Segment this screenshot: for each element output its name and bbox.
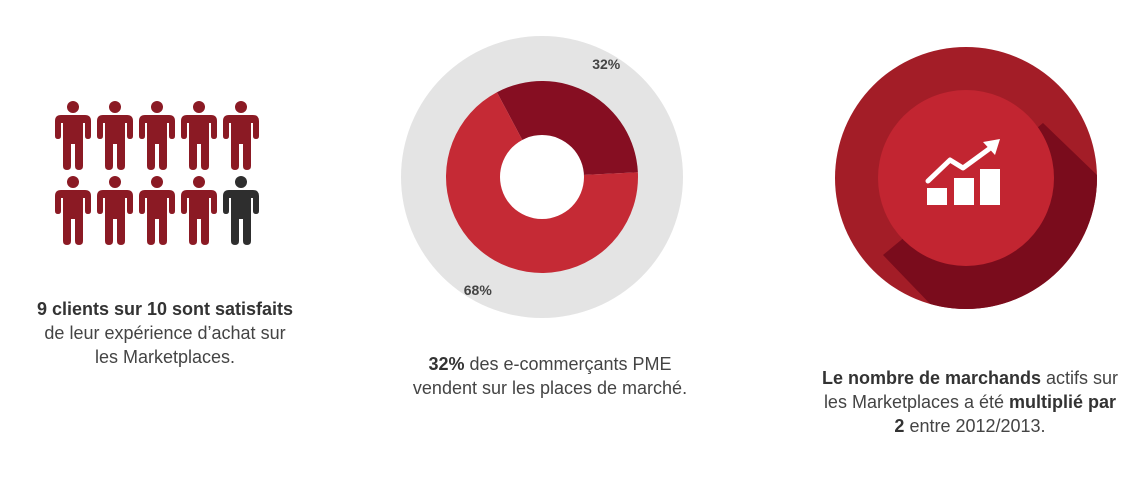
growth-caption: Le nombre de marchands actifs sur les Ma…: [820, 366, 1120, 438]
person-icon-satisfied: [220, 100, 262, 175]
person-icon-satisfied: [178, 175, 220, 250]
growth-caption-bold-1: Le nombre de marchands: [821, 368, 1042, 388]
satisfaction-caption-bold: 9 clients sur 10 sont satisfaits: [36, 299, 294, 319]
donut-slice-label-2: 68%: [464, 282, 493, 298]
donut-caption: 32% des e-commerçants PME vendent sur le…: [410, 352, 690, 400]
satisfaction-panel: 9 clients sur 10 sont satisfaits de leur…: [0, 0, 330, 503]
donut-caption-rest: des e-commerçants PME vendent sur les pl…: [412, 354, 688, 398]
growth-chart-icon: [925, 139, 1000, 205]
person-icon-satisfied: [136, 100, 178, 175]
donut-panel: 32% 68% 32% des e-commerçants PME vendent…: [360, 0, 760, 503]
person-icon-satisfied: [52, 175, 94, 250]
satisfaction-caption-rest: de leur expérience d’achat sur les Marke…: [44, 323, 286, 367]
growth-panel: Le nombre de marchands actifs sur les Ma…: [800, 0, 1137, 503]
person-icon-satisfied: [94, 100, 136, 175]
satisfaction-caption: 9 clients sur 10 sont satisfaits de leur…: [35, 297, 295, 369]
person-icon-satisfied: [52, 100, 94, 175]
people-pictogram: [52, 100, 262, 250]
person-icon-unsatisfied: [220, 175, 262, 250]
donut-caption-bold: 32%: [428, 354, 465, 374]
person-icon-satisfied: [178, 100, 220, 175]
donut-labels: 32% 68%: [464, 56, 621, 298]
donut-chart: 32% 68%: [401, 36, 683, 318]
growth-caption-bold-2: multiplié par 2: [894, 392, 1117, 436]
person-icon-satisfied: [136, 175, 178, 250]
donut-hole: [500, 135, 584, 219]
growth-badge: [835, 47, 1097, 309]
growth-caption-mid: actifs sur les Marketplaces a été: [823, 368, 1119, 412]
growth-caption-end: entre 2012/2013.: [904, 416, 1046, 436]
donut-slice-label-1: 32%: [592, 56, 621, 72]
person-icon-satisfied: [94, 175, 136, 250]
